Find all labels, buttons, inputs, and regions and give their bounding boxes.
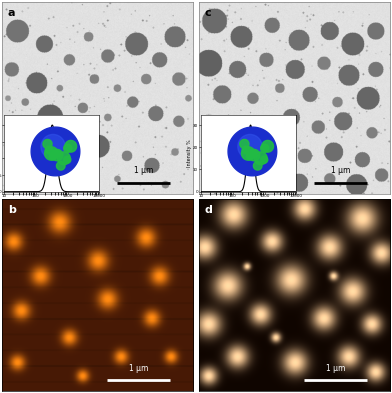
Text: b: b [8, 205, 16, 215]
Text: a: a [8, 8, 15, 18]
Text: 1 μm: 1 μm [134, 166, 153, 175]
Text: d: d [205, 205, 212, 215]
Text: c: c [205, 8, 211, 18]
Text: 1 μm: 1 μm [330, 166, 350, 175]
Text: 1 μm: 1 μm [129, 364, 148, 373]
Text: 1 μm: 1 μm [326, 364, 345, 373]
